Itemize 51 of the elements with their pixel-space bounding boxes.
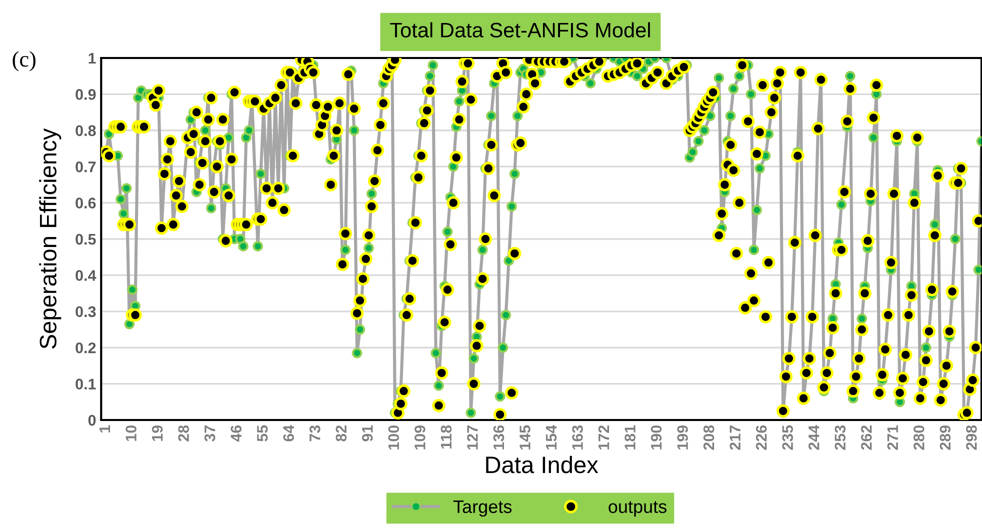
x-tick-label: 118	[440, 425, 452, 449]
x-tick-label: 136	[493, 425, 504, 450]
x-tick-label: 145	[520, 425, 530, 450]
y-tick-label: 1	[88, 53, 96, 64]
x-tick-label: 172	[598, 425, 610, 450]
x-tick-label: 163	[572, 425, 583, 450]
x-tick-label: 253	[834, 425, 846, 450]
y-tick-label: 0.9	[76, 89, 96, 100]
x-tick-label: 10	[126, 426, 136, 441]
x-tick-label: 298	[966, 425, 977, 450]
y-tick-label: 0.6	[76, 198, 96, 208]
y-tick-label: 0.2	[76, 342, 96, 354]
x-tick-label: 37	[204, 426, 216, 442]
x-tick-label: 235	[782, 425, 794, 450]
x-tick-label: 199	[677, 425, 688, 450]
legend-label: Targets	[453, 500, 512, 517]
y-tick-label: 0.5	[76, 234, 96, 245]
y-tick-label: 0.7	[76, 161, 96, 172]
x-tick-label: 19	[152, 425, 163, 441]
y-tick-label: 0	[88, 414, 96, 426]
x-tick-label: 208	[703, 425, 714, 450]
y-tick-label: 0.3	[76, 306, 96, 318]
x-tick-label: 280	[914, 426, 924, 450]
x-tick-label: 100	[388, 426, 400, 450]
y-axis-title: Seperation Efficiency	[39, 128, 62, 349]
chart-title: Total Data Set-ANFIS Model	[390, 22, 650, 38]
x-tick-label: 55	[257, 425, 268, 442]
x-tick-label: 271	[887, 425, 898, 450]
text: (c)	[12, 51, 36, 72]
x-tick-label: 127	[467, 426, 478, 450]
x-tick-label: 82	[336, 425, 347, 442]
x-tick-label: 1	[100, 425, 110, 432]
x-tick-label: 226	[756, 425, 767, 450]
x-tick-label: 190	[650, 426, 662, 450]
x-tick-label: 289	[940, 425, 951, 450]
x-tick-label: 154	[546, 424, 557, 450]
x-tick-label: 73	[309, 425, 320, 442]
x-axis-title: Data Index	[486, 456, 598, 474]
x-tick-label: 217	[730, 426, 740, 450]
x-tick-label: 28	[178, 425, 189, 442]
x-tick-label: 91	[362, 425, 373, 442]
y-tick-label: 0.4	[76, 270, 96, 281]
legend-label: outputs	[608, 501, 666, 517]
x-tick-label: 64	[283, 424, 294, 442]
x-tick-label: 109	[414, 425, 426, 450]
y-tick-label: 0.8	[76, 125, 96, 136]
x-tick-label: 46	[230, 425, 242, 442]
x-tick-label: 262	[860, 425, 872, 450]
x-tick-label: 244	[808, 424, 820, 450]
y-tick-label: 0.1	[76, 378, 96, 390]
x-tick-label: 181	[624, 425, 636, 450]
